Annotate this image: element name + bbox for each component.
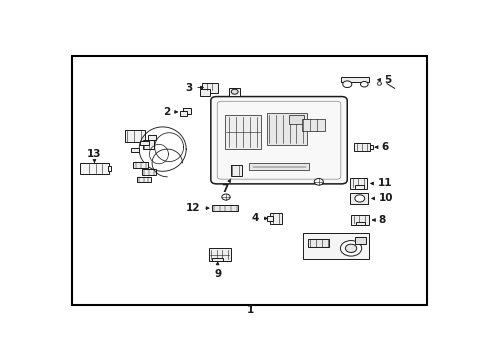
- Text: 11: 11: [370, 179, 391, 189]
- Bar: [131, 148, 139, 152]
- Circle shape: [354, 195, 364, 202]
- Bar: [142, 140, 153, 149]
- Bar: [369, 145, 372, 149]
- Text: 3: 3: [184, 82, 203, 93]
- FancyBboxPatch shape: [210, 96, 346, 184]
- Bar: [248, 163, 309, 170]
- Bar: [355, 222, 365, 225]
- Text: 9: 9: [214, 262, 221, 279]
- Bar: [266, 113, 306, 145]
- Bar: [212, 205, 238, 211]
- Bar: [80, 163, 108, 174]
- Bar: [202, 83, 217, 93]
- Text: 8: 8: [372, 215, 385, 225]
- Bar: [142, 169, 156, 175]
- Bar: [124, 130, 145, 142]
- Bar: [147, 135, 156, 140]
- Bar: [308, 239, 328, 247]
- Bar: [354, 237, 366, 244]
- Bar: [208, 248, 230, 261]
- Circle shape: [345, 244, 356, 252]
- Bar: [140, 141, 148, 145]
- Bar: [350, 193, 367, 204]
- Bar: [340, 77, 368, 82]
- Text: 13: 13: [87, 149, 102, 162]
- Text: 5: 5: [377, 75, 391, 85]
- Bar: [230, 165, 242, 176]
- Circle shape: [222, 194, 230, 200]
- Circle shape: [360, 81, 367, 87]
- Bar: [200, 90, 209, 96]
- Bar: [302, 233, 368, 259]
- Circle shape: [231, 89, 238, 94]
- Circle shape: [314, 179, 323, 185]
- Bar: [267, 216, 273, 221]
- Text: 4: 4: [251, 213, 267, 224]
- Circle shape: [342, 81, 351, 87]
- Text: 10: 10: [371, 193, 392, 203]
- Bar: [301, 119, 324, 131]
- Bar: [211, 258, 223, 261]
- Text: 6: 6: [374, 142, 388, 152]
- Circle shape: [340, 240, 361, 256]
- Bar: [180, 111, 186, 116]
- Bar: [354, 185, 363, 189]
- Text: 12: 12: [185, 203, 208, 213]
- Bar: [108, 166, 111, 171]
- Bar: [137, 177, 150, 183]
- Bar: [349, 178, 366, 189]
- Bar: [133, 162, 148, 168]
- Bar: [224, 115, 261, 149]
- Bar: [269, 212, 282, 224]
- Text: 1: 1: [246, 305, 254, 315]
- Text: 7: 7: [221, 179, 230, 194]
- Text: 2: 2: [163, 107, 177, 117]
- Bar: [228, 87, 240, 96]
- Bar: [183, 108, 191, 114]
- Bar: [288, 115, 303, 123]
- Bar: [354, 143, 369, 151]
- Bar: [350, 215, 368, 225]
